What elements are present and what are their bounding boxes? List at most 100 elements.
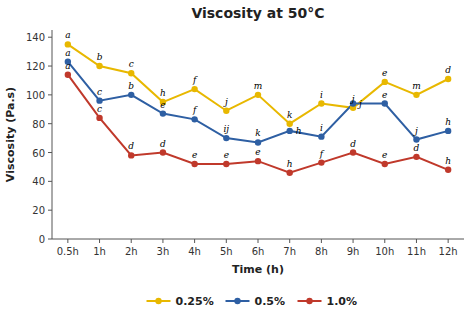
point xyxy=(128,92,134,98)
chart: Viscosity at 50°C0204060801001201400.5h1… xyxy=(0,0,476,315)
annotation: d xyxy=(414,143,420,153)
annotation: d xyxy=(350,139,356,149)
point xyxy=(445,76,451,82)
legend-marker xyxy=(234,298,240,304)
y-tick-label: 40 xyxy=(32,176,45,187)
x-tick xyxy=(67,239,68,243)
x-tick-label: 8h xyxy=(315,246,328,257)
point xyxy=(413,92,419,98)
plot-area xyxy=(65,41,452,176)
y-tick-label: 120 xyxy=(26,61,45,72)
x-tick-label: 6h xyxy=(252,246,265,257)
point xyxy=(382,161,388,167)
annotation: a xyxy=(65,48,70,58)
annotation: e xyxy=(382,90,387,100)
legend-marker xyxy=(155,298,161,304)
point xyxy=(96,115,102,121)
annotation: d xyxy=(445,65,451,75)
x-axis-label: Time (h) xyxy=(232,263,284,276)
point xyxy=(128,70,134,76)
x-tick xyxy=(448,239,449,243)
x-tick-label: 4h xyxy=(188,246,201,257)
y-tick xyxy=(48,181,52,182)
x-tick-label: 10h xyxy=(375,246,394,257)
point xyxy=(318,133,324,139)
y-tick-label: 140 xyxy=(26,32,45,43)
annotation: a xyxy=(65,61,70,71)
annotation: h xyxy=(445,156,451,166)
y-tick xyxy=(48,94,52,95)
y-axis xyxy=(52,30,53,239)
y-tick-label: 0 xyxy=(39,234,45,245)
x-tick xyxy=(416,239,417,243)
point xyxy=(191,86,197,92)
annotation: j xyxy=(223,97,228,107)
x-tick xyxy=(258,239,259,243)
legend-label: 1.0% xyxy=(327,295,358,308)
point xyxy=(382,79,388,85)
point xyxy=(318,159,324,165)
y-axis-label: Viscosity (Pa.s) xyxy=(4,87,17,182)
legend-marker xyxy=(306,298,312,304)
point xyxy=(191,161,197,167)
y-tick-label: 20 xyxy=(32,205,45,216)
annotation: f xyxy=(192,105,198,115)
annotation: k xyxy=(255,128,260,138)
point xyxy=(445,167,451,173)
y-tick xyxy=(48,210,52,211)
x-tick-label: 5h xyxy=(220,246,233,257)
annotation: f xyxy=(319,149,325,159)
point xyxy=(413,136,419,142)
annotation: h xyxy=(160,88,166,98)
annotation: m xyxy=(412,81,421,91)
annotation: k xyxy=(287,110,292,120)
annotation: c xyxy=(97,87,102,97)
annotation: e xyxy=(192,150,197,160)
x-tick-label: 9h xyxy=(347,246,360,257)
legend-label: 0.5% xyxy=(255,295,286,308)
y-tick xyxy=(48,66,52,67)
series-line xyxy=(68,75,448,173)
annotation: j xyxy=(357,99,362,109)
legend: 0.25% 0.5% 1.0% xyxy=(147,295,358,308)
annotation: i xyxy=(320,90,323,100)
annotation: f xyxy=(192,75,198,85)
x-tick xyxy=(131,239,132,243)
y-tick xyxy=(48,123,52,124)
y-tick xyxy=(48,152,52,153)
annotation: e xyxy=(255,147,260,157)
x-tick xyxy=(321,239,322,243)
point xyxy=(65,41,71,47)
point xyxy=(160,110,166,116)
x-tick xyxy=(384,239,385,243)
y-tick-label: 100 xyxy=(26,90,45,101)
point xyxy=(128,152,134,158)
annotation: e xyxy=(382,68,387,78)
x-tick xyxy=(226,239,227,243)
y-tick-label: 80 xyxy=(32,119,45,130)
point xyxy=(255,139,261,145)
annotation: j xyxy=(350,94,355,104)
point xyxy=(318,100,324,106)
point xyxy=(286,169,292,175)
annotation: b xyxy=(97,52,103,62)
point xyxy=(382,100,388,106)
annotation: d xyxy=(160,139,166,149)
point xyxy=(255,92,261,98)
legend-label: 0.25% xyxy=(176,295,214,308)
x-tick xyxy=(162,239,163,243)
annotation: h xyxy=(287,159,293,169)
point xyxy=(223,135,229,141)
point xyxy=(413,154,419,160)
annotation: d xyxy=(128,141,134,151)
annotation: b xyxy=(128,81,134,91)
annotation: j xyxy=(413,126,418,136)
point xyxy=(191,116,197,122)
annotation: i xyxy=(320,123,323,133)
x-tick xyxy=(99,239,100,243)
point xyxy=(445,128,451,134)
point xyxy=(223,161,229,167)
annotation: h xyxy=(445,117,451,127)
x-tick-label: 0.5h xyxy=(57,246,79,257)
point xyxy=(286,128,292,134)
